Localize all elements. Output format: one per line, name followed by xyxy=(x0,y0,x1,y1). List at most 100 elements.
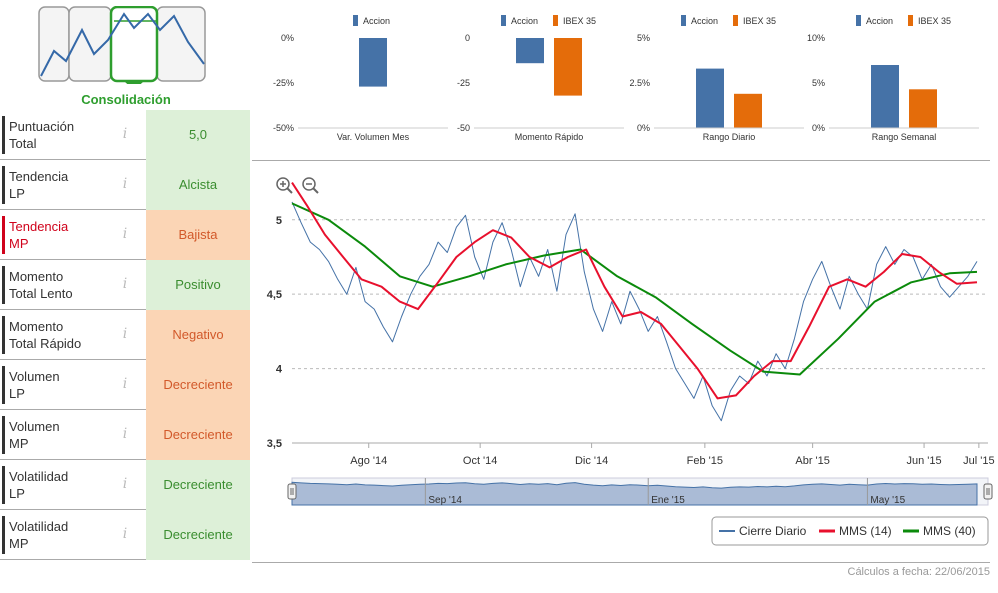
bar[interactable] xyxy=(871,65,899,128)
zoom-in-handle[interactable] xyxy=(286,187,293,194)
series-line[interactable] xyxy=(291,201,978,422)
bar[interactable] xyxy=(554,38,582,96)
legend-swatch xyxy=(733,15,738,26)
x-tick-label: Jun '15 xyxy=(906,455,941,467)
indicator-panel: Consolidación Puntuación Total i 5,0 Tendenc… xyxy=(0,0,252,593)
zoom-in-icon[interactable] xyxy=(276,177,293,194)
mini-chart-4: Accion IBEX 35 10% 5% 0% Rango Semanal xyxy=(807,15,979,142)
mini-chart-1: Accion 0% -25% -50% Var. Volumen Mes xyxy=(273,15,448,142)
indicator-row: Tendencia LP i Alcista xyxy=(0,160,250,210)
y-tick-label: -25% xyxy=(273,78,294,88)
indicator-row: Volatilidad LP i Decreciente xyxy=(0,460,250,510)
bar[interactable] xyxy=(909,89,937,128)
legend-box xyxy=(711,516,989,546)
navigator-handle[interactable] xyxy=(983,483,993,500)
row-marker xyxy=(2,366,5,404)
y-tick-label: -50% xyxy=(273,123,294,133)
row-marker xyxy=(2,416,5,454)
info-icon[interactable]: i xyxy=(122,176,128,192)
y-tick-label: 0% xyxy=(637,123,650,133)
indicator-row: Tendencia MP i Bajista xyxy=(0,210,250,260)
indicator-name-line1: Volatilidad xyxy=(9,519,69,534)
legend-label: IBEX 35 xyxy=(563,16,596,26)
info-icon[interactable]: i xyxy=(122,426,128,442)
info-icon[interactable]: i xyxy=(122,476,128,492)
x-axis-label: Var. Volumen Mes xyxy=(337,132,410,142)
indicator-value: 5,0 xyxy=(146,110,250,160)
legend-label: Accion xyxy=(363,16,390,26)
navigator-area xyxy=(291,481,978,506)
info-icon[interactable]: i xyxy=(122,226,128,242)
indicator-name: Tendencia MP xyxy=(9,218,109,252)
indicator-name-line2: MP xyxy=(9,536,29,551)
legend-label: Accion xyxy=(511,16,538,26)
indicator-name: Tendencia LP xyxy=(9,168,109,202)
indicator-name-line1: Volumen xyxy=(9,369,60,384)
chart-area: Accion 0% -25% -50% Var. Volumen Mes Accion IB… xyxy=(267,15,995,546)
bar[interactable] xyxy=(359,38,387,87)
indicator-name: Volatilidad LP xyxy=(9,468,109,502)
indicator-value: Alcista xyxy=(146,160,250,210)
indicator-value: Decreciente xyxy=(146,510,250,560)
x-tick-label: Abr '15 xyxy=(795,455,830,467)
indicator-name-line2: LP xyxy=(9,186,25,201)
indicator-name-line2: LP xyxy=(9,486,25,501)
x-axis-label: Rango Diario xyxy=(703,132,756,142)
info-icon[interactable]: i xyxy=(122,126,128,142)
navigator[interactable]: Sep '14 Ene '15 May '15 xyxy=(287,477,993,506)
divider xyxy=(252,562,990,563)
indicator-name: Volatilidad MP xyxy=(9,518,109,552)
info-icon[interactable]: i xyxy=(122,276,128,292)
info-icon[interactable]: i xyxy=(122,526,128,542)
x-axis-label: Momento Rápido xyxy=(515,132,584,142)
indicator-name-line1: Tendencia xyxy=(9,219,69,234)
x-tick-label: Dic '14 xyxy=(575,455,608,467)
series-line[interactable] xyxy=(291,182,978,400)
row-marker xyxy=(2,116,5,154)
bar[interactable] xyxy=(734,93,762,128)
row-marker xyxy=(2,216,5,254)
y-tick-label: 2.5% xyxy=(629,78,650,88)
y-tick-label: 5% xyxy=(637,33,650,43)
main-chart: 5 4,5 4 3,5 Ago '14 Oct '14 Dic '14 Feb '15 Abr … xyxy=(267,177,995,467)
y-tick-label: 4 xyxy=(276,364,283,376)
indicator-value: Decreciente xyxy=(146,460,250,510)
legend-label: Accion xyxy=(866,16,893,26)
legend-swatch xyxy=(908,15,913,26)
phase-label: Consolidación xyxy=(81,92,171,107)
legend-swatch xyxy=(353,15,358,26)
y-tick-label: 5 xyxy=(276,215,282,227)
legend-swatch xyxy=(681,15,686,26)
indicator-name: Momento Total Rápido xyxy=(9,318,109,352)
indicator-row: Puntuación Total i 5,0 xyxy=(0,110,250,160)
info-icon[interactable]: i xyxy=(122,376,128,392)
info-icon[interactable]: i xyxy=(122,326,128,342)
indicator-name-line2: Total Lento xyxy=(9,286,73,301)
indicator-name-line1: Momento xyxy=(9,269,64,284)
x-axis-label: Rango Semanal xyxy=(872,132,937,142)
indicator-name: Momento Total Lento xyxy=(9,268,109,302)
row-marker xyxy=(2,266,5,304)
legend-swatch xyxy=(553,15,558,26)
phase-icon[interactable] xyxy=(36,6,208,84)
zoom-out-handle[interactable] xyxy=(312,187,319,194)
zoom-out-icon[interactable] xyxy=(302,177,319,194)
y-tick-label: 3,5 xyxy=(267,438,282,450)
x-tick-label: Ago '14 xyxy=(350,455,387,467)
indicator-value: Positivo xyxy=(146,260,250,310)
mini-chart-3: Accion IBEX 35 5% 2.5% 0% Rango Diario xyxy=(629,15,804,142)
bar[interactable] xyxy=(696,68,724,128)
y-tick-label: 10% xyxy=(807,33,825,43)
series-line[interactable] xyxy=(291,202,978,376)
bar[interactable] xyxy=(516,38,544,64)
navigator-handle[interactable] xyxy=(287,483,297,500)
divider xyxy=(252,160,990,161)
indicator-name: Volumen MP xyxy=(9,418,109,452)
indicator-name-line1: Volumen xyxy=(9,419,60,434)
row-marker xyxy=(2,516,5,554)
x-tick-label: Jul '15 xyxy=(963,455,994,467)
y-tick-label: -25 xyxy=(457,78,470,88)
row-marker xyxy=(2,316,5,354)
navigator-tick-label: May '15 xyxy=(870,495,905,506)
indicator-row: Momento Total Lento i Positivo xyxy=(0,260,250,310)
